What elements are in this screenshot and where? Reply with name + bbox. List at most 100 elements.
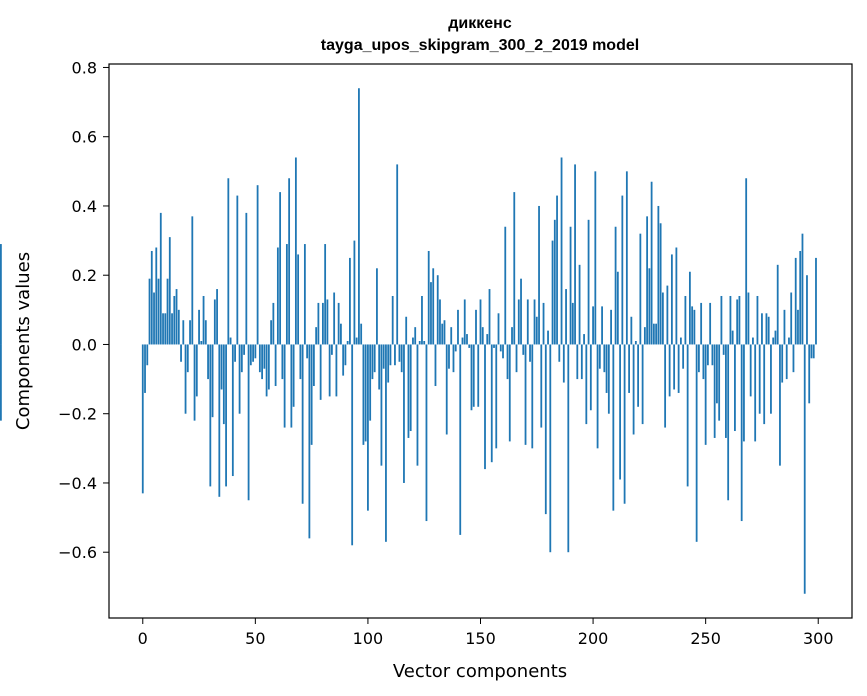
bar-182	[551, 240, 554, 345]
y-tick-label: 0.2	[72, 266, 97, 285]
bar-180	[547, 330, 549, 345]
bar-16	[177, 309, 180, 345]
bar-52	[258, 344, 261, 373]
bar-246	[695, 344, 698, 542]
bar-100	[367, 344, 369, 511]
bar-270	[749, 344, 752, 397]
bar-29	[207, 344, 209, 380]
bar-262	[731, 330, 734, 345]
bar-173	[531, 344, 534, 449]
bar-296	[808, 344, 811, 404]
bar-196	[583, 334, 585, 345]
bar-133	[441, 323, 444, 345]
bar-226	[650, 181, 653, 345]
bar-25	[198, 309, 200, 345]
bar-60	[276, 247, 279, 345]
bar-107	[382, 344, 385, 369]
bar-259	[725, 344, 727, 438]
bar-21	[189, 320, 191, 345]
bar-251	[707, 344, 709, 366]
bar-141	[459, 344, 462, 535]
bar-250	[704, 344, 707, 445]
bar-272	[754, 344, 757, 442]
bar-4	[150, 250, 153, 345]
bar-291	[797, 309, 799, 345]
bar-204	[601, 306, 603, 345]
bar-73	[306, 344, 309, 359]
bar-9	[162, 313, 164, 345]
bar-220	[637, 344, 640, 407]
bar-222	[641, 344, 644, 425]
bar-225	[648, 268, 651, 345]
bar-6	[155, 247, 158, 345]
bar-255	[716, 344, 718, 404]
bar-34	[218, 344, 221, 497]
bar-65	[288, 178, 291, 345]
bar-85	[333, 292, 336, 345]
y-tick-label: −0.2	[58, 405, 97, 424]
bar-142	[461, 337, 464, 345]
bar-66	[290, 344, 293, 428]
bar-106	[380, 344, 383, 466]
bar-69	[297, 254, 300, 345]
bar-124	[421, 295, 423, 345]
bar-128	[430, 282, 432, 345]
chart-title-line-1: диккенс	[448, 15, 512, 32]
bar-56	[267, 344, 270, 390]
bar-245	[693, 309, 696, 345]
bar-136	[448, 344, 450, 369]
bar-217	[630, 316, 633, 345]
bar-134	[443, 320, 446, 345]
x-tick-label: 200	[578, 629, 609, 648]
bar-90	[344, 344, 347, 366]
bar-117	[405, 316, 408, 345]
bar-171	[526, 299, 529, 345]
bar-162	[506, 344, 509, 380]
bar-170	[524, 344, 527, 445]
bar-235	[670, 254, 673, 345]
bar-111	[391, 295, 394, 345]
bar-62	[281, 344, 284, 380]
bar-232	[664, 344, 667, 428]
bar-267	[743, 344, 745, 442]
bar-199	[589, 344, 592, 411]
bar-193	[576, 344, 579, 380]
bar-161	[504, 226, 507, 345]
chart-title-line-2: tayga_upos_skipgram_300_2_2019 model	[321, 37, 639, 54]
bar-229	[657, 205, 660, 345]
bar-81	[324, 244, 327, 345]
bar-46	[245, 212, 248, 345]
bar-67	[292, 344, 295, 407]
bar-70	[299, 344, 302, 380]
bar-129	[432, 268, 435, 345]
bar-179	[544, 344, 547, 515]
bar-43	[238, 344, 241, 414]
bar-249	[702, 344, 705, 380]
bar-176	[538, 205, 540, 345]
bar-49	[252, 344, 254, 362]
bar-200	[592, 306, 594, 345]
bar-112	[394, 344, 396, 366]
bar-177	[540, 344, 543, 428]
bar-147	[472, 344, 475, 407]
bar-248	[700, 302, 703, 345]
bar-116	[403, 344, 405, 483]
bar-208	[610, 309, 612, 345]
bar-15	[175, 289, 178, 345]
plot-frame	[108, 63, 853, 619]
bar-165	[513, 192, 516, 345]
bar-41	[234, 344, 236, 362]
bar-undefined	[0, 344, 2, 421]
bar-57	[270, 320, 273, 345]
bar-156	[493, 344, 495, 348]
bar-44	[240, 344, 243, 373]
bar-114	[398, 344, 401, 362]
bar-234	[668, 344, 671, 397]
bar-169	[522, 344, 525, 355]
bar-75	[310, 344, 313, 445]
x-axis-label: Vector components	[393, 661, 567, 682]
bar-244	[691, 306, 694, 345]
bar-74	[308, 344, 311, 539]
bar-119	[409, 344, 412, 432]
bar-181	[549, 344, 552, 553]
